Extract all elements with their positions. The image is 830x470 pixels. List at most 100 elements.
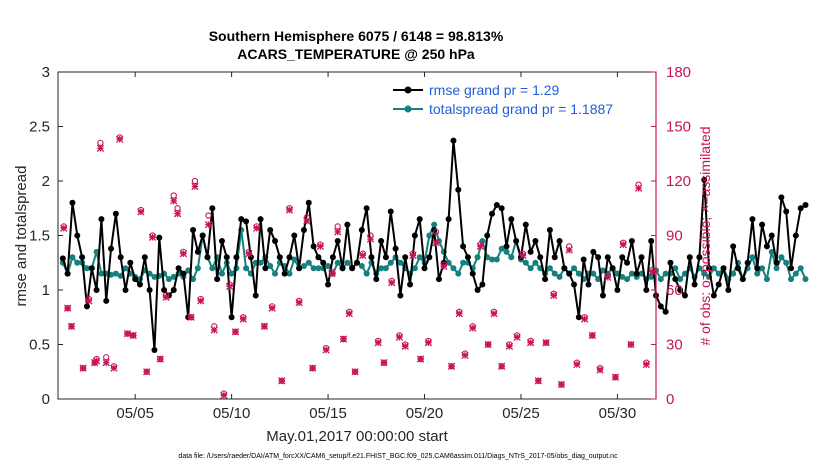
obs-assimilated-marker	[210, 326, 218, 334]
rmse-point	[532, 237, 539, 244]
rmse-point	[175, 265, 182, 272]
rmse-point	[397, 292, 404, 299]
rmse-point	[604, 254, 611, 261]
rmse-point	[484, 232, 491, 239]
rmse-point	[498, 205, 505, 212]
legend-spread-label: totalspread grand pr = 1.1887	[429, 101, 613, 117]
footnote: data file: /Users/raeder/DAI/ATM_forcXX/…	[178, 453, 618, 460]
rmse-point	[136, 281, 143, 288]
totalspread-point	[749, 254, 756, 261]
obs-assimilated-marker	[432, 239, 440, 247]
rmse-point	[112, 210, 119, 217]
rmse-point	[720, 265, 727, 272]
obs-assimilated-marker	[148, 233, 157, 241]
rmse-point	[93, 287, 100, 293]
obs-assimilated-marker	[85, 297, 93, 305]
obs-assimilated-marker	[374, 339, 382, 347]
obs-assimilated-marker	[137, 208, 145, 216]
obs-assimilated-marker	[351, 368, 359, 376]
rmse-point	[214, 276, 221, 283]
totalspread-point	[754, 270, 761, 277]
rmse-point	[763, 243, 770, 250]
rmse-point	[479, 281, 486, 288]
rmse-point	[657, 303, 664, 310]
totalspread-point	[677, 276, 684, 283]
totalspread-point	[305, 259, 312, 266]
rmse-point	[117, 254, 124, 261]
rmse-point	[754, 265, 761, 272]
obs-possible-marker	[432, 228, 440, 236]
obs-assimilated-marker	[231, 328, 240, 336]
rmse-point	[392, 245, 399, 252]
rmse-point	[411, 232, 418, 239]
y-right-tick-label: 60	[666, 282, 683, 299]
totalspread-point	[397, 259, 404, 266]
y-right-tick-label: 180	[666, 64, 691, 81]
rmse-point	[363, 205, 370, 212]
obs-assimilated-marker	[253, 224, 261, 232]
obs-assimilated-marker	[359, 251, 367, 260]
obs-assimilated-marker	[611, 373, 620, 381]
rmse-point	[546, 227, 553, 234]
totalspread-point	[378, 265, 385, 272]
obs-assimilated-marker	[123, 329, 132, 338]
rmse-point	[580, 256, 587, 263]
totalspread-point	[170, 273, 177, 280]
rmse-point	[706, 265, 713, 272]
obs-assimilated-marker	[220, 391, 228, 400]
rmse-point	[281, 270, 288, 277]
rmse-point	[127, 259, 134, 266]
legend-spread-marker	[404, 105, 412, 113]
obs-assimilated-marker	[67, 322, 76, 330]
rmse-point	[315, 254, 322, 261]
rmse-point	[296, 265, 303, 272]
obs-assimilated-marker	[197, 297, 205, 305]
rmse-point	[474, 287, 481, 293]
totalspread-point	[590, 270, 597, 277]
obs-assimilated-marker	[634, 184, 643, 192]
rmse-point	[98, 216, 105, 223]
totalspread-point	[450, 265, 457, 272]
y-tick-label: 3	[42, 64, 50, 81]
rmse-point	[132, 276, 139, 283]
totalspread-point	[315, 265, 322, 272]
rmse-point	[228, 314, 235, 321]
totalspread-point	[773, 265, 780, 272]
totalspread-point	[508, 254, 515, 261]
rmse-point	[489, 210, 496, 217]
rmse-point	[421, 265, 428, 272]
rmse-point	[460, 243, 467, 250]
y-right-tick-label: 30	[666, 337, 683, 354]
rmse-point	[768, 232, 775, 239]
rmse-point	[638, 254, 645, 261]
rmse-point	[667, 259, 674, 266]
legend-rmse-marker	[404, 86, 412, 94]
rmse-point	[614, 287, 621, 293]
rmse-point	[513, 237, 520, 244]
rmse-point	[339, 265, 346, 272]
x-tick-label: 05/05	[116, 405, 154, 422]
rmse-point	[788, 265, 795, 272]
rmse-point	[180, 270, 187, 277]
rmse-point	[715, 281, 722, 288]
rmse-point	[320, 259, 327, 266]
rmse-point	[151, 346, 158, 353]
rmse-point	[378, 237, 385, 244]
totalspread-point	[628, 270, 635, 277]
rmse-point	[450, 137, 457, 144]
totalspread-point	[648, 273, 655, 280]
totalspread-point	[243, 265, 250, 272]
totalspread-point	[797, 265, 804, 272]
rmse-point	[435, 276, 442, 283]
totalspread-point	[334, 259, 341, 266]
rmse-point	[522, 221, 529, 228]
totalspread-point	[681, 270, 688, 277]
totalspread-point	[272, 270, 279, 277]
rmse-point	[358, 227, 365, 234]
rmse-point	[633, 270, 640, 277]
totalspread-point	[503, 248, 510, 255]
obs-assimilated-marker	[328, 269, 336, 278]
obs-assimilated-marker	[268, 304, 276, 312]
rmse-point	[628, 237, 635, 244]
